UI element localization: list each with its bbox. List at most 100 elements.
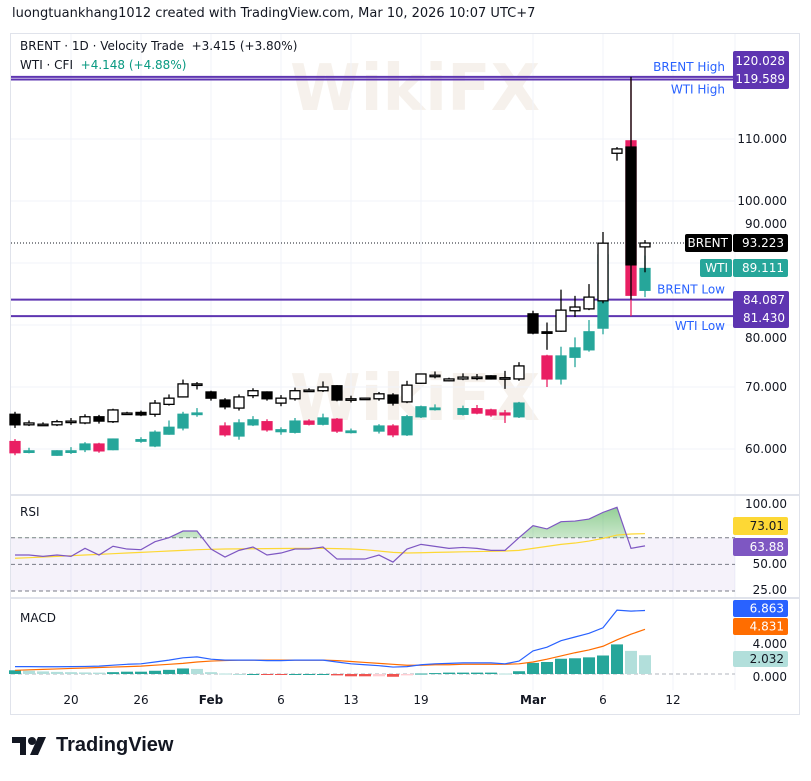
brent-candle[interactable]	[177, 383, 189, 398]
brent-candle[interactable]	[261, 391, 273, 400]
macd-axis-label: 0.000	[753, 670, 787, 684]
macd-histogram-bar	[149, 670, 161, 674]
rsi-value-badge-bg	[733, 538, 788, 556]
brent-candle[interactable]	[93, 416, 105, 422]
brent-candle[interactable]	[23, 422, 35, 426]
brent-candle[interactable]	[37, 423, 49, 427]
date-tick-label: Feb	[199, 693, 224, 707]
brent-candle[interactable]	[65, 420, 77, 424]
wti-candle[interactable]	[373, 425, 385, 432]
wti-candle[interactable]	[247, 419, 259, 426]
brent-candle[interactable]	[513, 365, 525, 380]
brent-candle[interactable]	[317, 386, 329, 392]
wti-candle[interactable]	[9, 440, 21, 454]
brent-candle[interactable]	[107, 409, 119, 423]
brent-candle[interactable]	[541, 331, 553, 334]
wti-candle[interactable]	[107, 438, 119, 451]
brent-candle[interactable]	[191, 383, 203, 387]
legend-wti[interactable]: WTI · CFI +4.148 (+4.88%)	[20, 58, 186, 72]
wti-candle[interactable]	[345, 430, 357, 434]
brent-candle[interactable]	[373, 393, 385, 400]
wti-candle[interactable]	[289, 420, 301, 433]
macd-histogram-bar	[65, 672, 77, 674]
brent-candle[interactable]	[569, 306, 581, 312]
brent-candle[interactable]	[247, 390, 259, 397]
brent-candle[interactable]	[303, 389, 315, 393]
wti-candle[interactable]	[485, 409, 497, 416]
wti-candle[interactable]	[415, 406, 427, 418]
wti-candle[interactable]	[65, 450, 77, 454]
rsi-ma-badge: 73.01	[750, 519, 784, 533]
macd-histogram-bar	[345, 674, 357, 677]
wti-candle[interactable]	[93, 443, 105, 452]
wti-candle[interactable]	[569, 347, 581, 358]
brent-candle[interactable]	[219, 399, 231, 408]
wti-candle[interactable]	[513, 402, 525, 418]
macd-histogram-bar	[121, 671, 133, 674]
brent-candle[interactable]	[135, 411, 147, 416]
wti-candle[interactable]	[191, 412, 203, 416]
brent-candle[interactable]	[331, 385, 343, 401]
brent-candle[interactable]	[597, 242, 609, 302]
wti-candle[interactable]	[177, 413, 189, 429]
wti-candle[interactable]	[387, 425, 399, 436]
brent-candle[interactable]	[527, 313, 539, 334]
brent-candle[interactable]	[625, 146, 637, 266]
macd-histogram-bar	[317, 674, 329, 675]
wti-candle[interactable]	[401, 416, 413, 436]
brent-candle[interactable]	[415, 373, 427, 384]
brent-candle[interactable]	[555, 309, 567, 332]
level-badge-brent-low: 84.087	[743, 293, 785, 307]
wti-candle[interactable]	[303, 420, 315, 425]
brent-candle[interactable]	[429, 374, 441, 378]
brent-candle[interactable]	[499, 377, 511, 380]
brent-candle[interactable]	[149, 402, 161, 415]
macd-histogram-bar	[499, 673, 511, 675]
wti-candle[interactable]	[233, 422, 245, 437]
wti-candle[interactable]	[79, 443, 91, 451]
wti-candle[interactable]	[555, 355, 567, 380]
brent-candle[interactable]	[345, 398, 357, 401]
brent-candle[interactable]	[9, 413, 21, 426]
rsi-ma-line	[14, 533, 646, 559]
wti-candle[interactable]	[457, 408, 469, 415]
macd-histogram-bar	[93, 672, 105, 674]
brent-candle[interactable]	[79, 416, 91, 424]
brent-candle[interactable]	[51, 421, 63, 426]
brent-candle[interactable]	[485, 375, 497, 380]
brent-candle[interactable]	[611, 148, 623, 154]
wti-candle[interactable]	[317, 417, 329, 425]
brent-candle[interactable]	[121, 412, 133, 416]
wti-candle[interactable]	[275, 429, 287, 433]
brent-candle[interactable]	[387, 394, 399, 404]
brent-candle[interactable]	[583, 296, 595, 310]
wti-candle[interactable]	[261, 421, 273, 431]
brent-candle[interactable]	[163, 397, 175, 406]
tradingview-logo[interactable]: TradingView	[12, 734, 173, 757]
brent-candle[interactable]	[275, 397, 287, 404]
wti-candle[interactable]	[163, 426, 175, 435]
brent-candle[interactable]	[639, 242, 651, 248]
brent-candle[interactable]	[471, 376, 483, 380]
brent-candle[interactable]	[401, 384, 413, 403]
brent-candle[interactable]	[457, 376, 469, 380]
wti-candle[interactable]	[331, 418, 343, 432]
legend-brent[interactable]: BRENT · 1D · Velocity Trade +3.415 (+3.8…	[20, 39, 297, 53]
wti-candle[interactable]	[149, 431, 161, 447]
wti-candle[interactable]	[499, 412, 511, 416]
brent-candle[interactable]	[443, 378, 455, 382]
wti-candle[interactable]	[583, 331, 595, 351]
brent-candle[interactable]	[359, 397, 371, 401]
macd-histogram-bar	[373, 674, 385, 677]
wti-candle[interactable]	[135, 439, 147, 442]
wti-candle[interactable]	[429, 407, 441, 411]
brent-candle[interactable]	[289, 390, 301, 400]
brent-candle[interactable]	[233, 396, 245, 409]
brent-candle[interactable]	[205, 391, 217, 399]
wti-candle[interactable]	[471, 408, 483, 414]
wti-candle[interactable]	[51, 450, 63, 456]
wti-candle[interactable]	[23, 450, 35, 454]
wti-candle[interactable]	[219, 425, 231, 436]
wti-candle[interactable]	[541, 355, 553, 380]
